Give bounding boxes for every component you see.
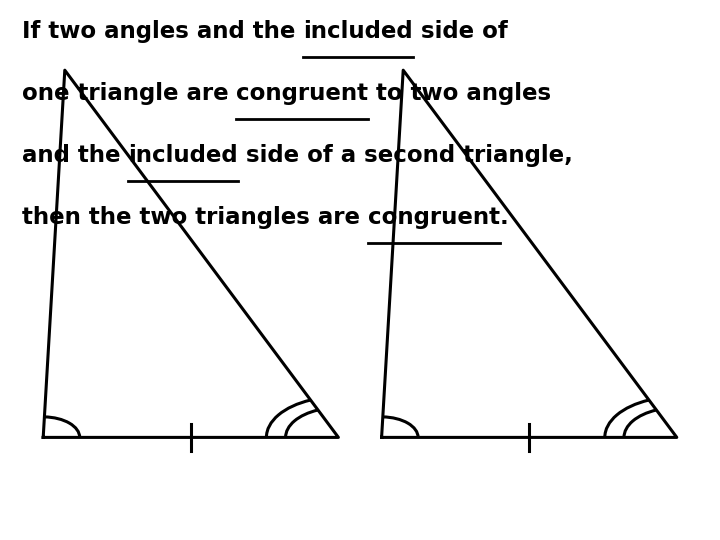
Text: congruent: congruent [368,206,500,229]
Text: congruent: congruent [236,82,368,105]
Text: and the: and the [22,144,128,167]
Text: side of a second triangle,: side of a second triangle, [238,144,572,167]
Text: one triangle are: one triangle are [22,82,236,105]
Text: .: . [500,206,508,229]
Text: side of: side of [413,20,508,43]
Text: included: included [128,144,238,167]
Text: to two angles: to two angles [368,82,552,105]
Text: If two angles and the: If two angles and the [22,20,303,43]
Text: included: included [303,20,413,43]
Text: then the two triangles are: then the two triangles are [22,206,368,229]
